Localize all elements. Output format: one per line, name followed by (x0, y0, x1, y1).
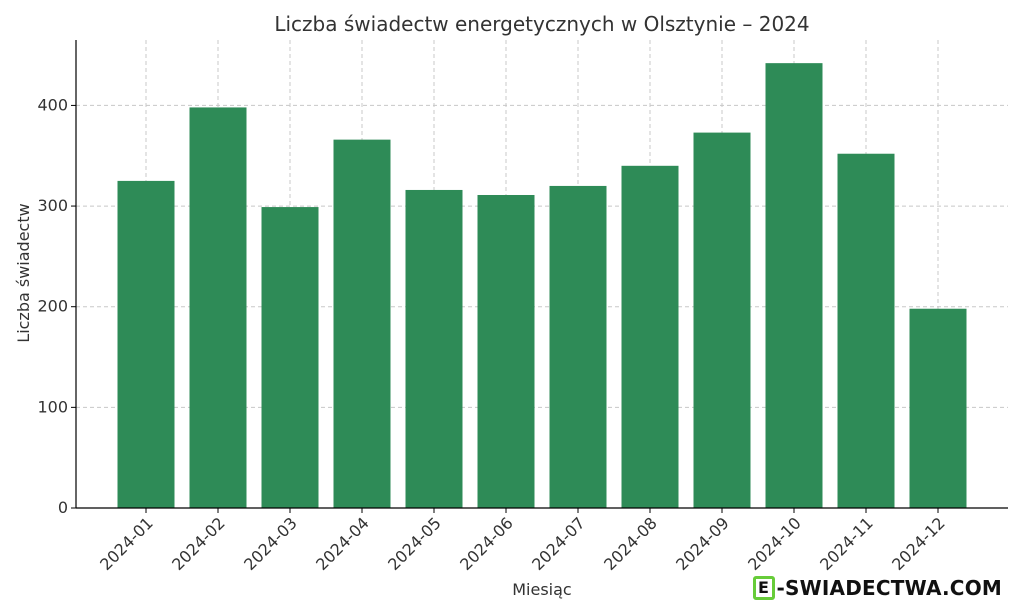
x-tick-label: 2024-07 (528, 513, 589, 574)
y-tick-label: 0 (58, 498, 68, 517)
axes-layer (75, 40, 1008, 509)
x-tick-label: 2024-11 (816, 513, 877, 574)
bar-2024-02 (189, 107, 247, 509)
x-tick-label: 2024-06 (456, 513, 517, 574)
x-tick-label: 2024-05 (384, 513, 445, 574)
bar-2024-09 (693, 132, 751, 508)
x-tick-label: 2024-10 (744, 513, 805, 574)
logo-mark-icon: E (752, 576, 775, 600)
x-tick-label: 2024-09 (672, 513, 733, 574)
x-tick-label: 2024-03 (240, 513, 301, 574)
y-tick-label: 100 (37, 397, 68, 416)
bar-2024-08 (621, 165, 679, 508)
watermark-logo: E -SWIADECTWA.COM (752, 576, 1002, 600)
bar-2024-07 (549, 185, 607, 508)
bar-2024-04 (333, 139, 391, 508)
x-axis-label: Miesiąc (512, 580, 571, 599)
y-tick-label: 200 (37, 297, 68, 316)
bars-layer (117, 63, 967, 509)
x-tick-label: 2024-08 (600, 513, 661, 574)
bar-2024-03 (261, 207, 319, 508)
bar-2024-01 (117, 180, 175, 508)
y-tick-label: 300 (37, 196, 68, 215)
watermark-text: -SWIADECTWA.COM (776, 576, 1002, 600)
bar-2024-10 (765, 63, 823, 509)
bar-2024-05 (405, 189, 463, 508)
bar-2024-11 (837, 153, 895, 508)
x-tick-label: 2024-12 (888, 513, 949, 574)
x-tick-label: 2024-01 (96, 513, 157, 574)
x-tick-label: 2024-04 (312, 513, 373, 574)
chart-title: Liczba świadectw energetycznych w Olszty… (274, 12, 809, 36)
bar-2024-12 (909, 308, 967, 508)
bar-2024-06 (477, 194, 535, 509)
x-tick-label: 2024-02 (168, 513, 229, 574)
y-tick-label: 400 (37, 95, 68, 114)
y-axis-label: Liczba świadectw (14, 203, 33, 342)
